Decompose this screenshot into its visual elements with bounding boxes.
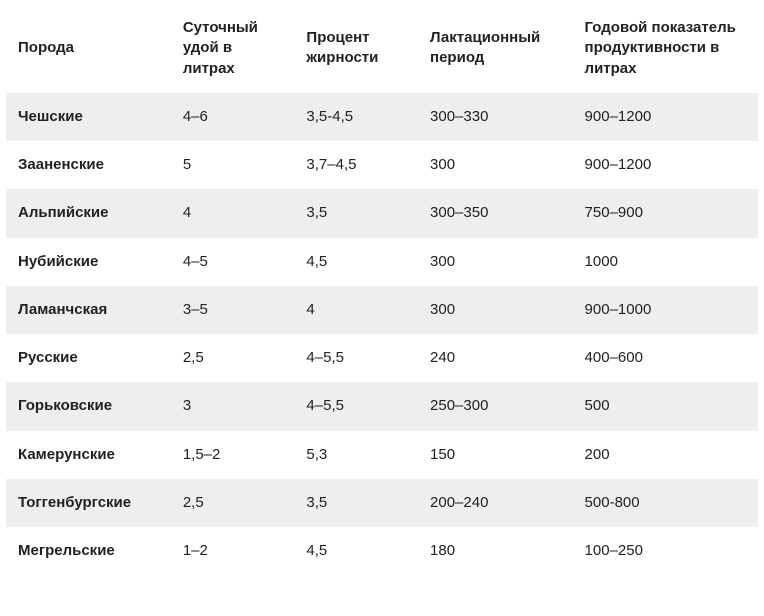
header-annual: Годовой показатель продуктивности в литр…	[573, 4, 758, 93]
cell-lactation: 300	[418, 238, 573, 286]
cell-fat: 4,5	[294, 238, 418, 286]
cell-daily: 3–5	[171, 286, 295, 334]
cell-lactation: 250–300	[418, 382, 573, 430]
table-row: Зааненские 5 3,7–4,5 300 900–1200	[6, 141, 758, 189]
cell-annual: 400–600	[573, 334, 758, 382]
cell-breed: Ламанчская	[6, 286, 171, 334]
cell-fat: 3,5	[294, 479, 418, 527]
cell-daily: 4–6	[171, 93, 295, 141]
cell-fat: 3,5	[294, 189, 418, 237]
cell-lactation: 300	[418, 286, 573, 334]
cell-daily: 1,5–2	[171, 431, 295, 479]
table-row: Мегрельские 1–2 4,5 180 100–250	[6, 527, 758, 575]
cell-breed: Камерунские	[6, 431, 171, 479]
cell-daily: 5	[171, 141, 295, 189]
cell-annual: 750–900	[573, 189, 758, 237]
cell-breed: Зааненские	[6, 141, 171, 189]
cell-fat: 4,5	[294, 527, 418, 575]
cell-lactation: 240	[418, 334, 573, 382]
cell-daily: 2,5	[171, 334, 295, 382]
cell-daily: 3	[171, 382, 295, 430]
table-row: Нубийские 4–5 4,5 300 1000	[6, 238, 758, 286]
cell-annual: 900–1000	[573, 286, 758, 334]
table-row: Горьковские 3 4–5,5 250–300 500	[6, 382, 758, 430]
cell-breed: Горьковские	[6, 382, 171, 430]
table-head: Порода Суточный удой в литрах Процент жи…	[6, 4, 758, 93]
table-row: Чешские 4–6 3,5-4,5 300–330 900–1200	[6, 93, 758, 141]
table-row: Камерунские 1,5–2 5,3 150 200	[6, 431, 758, 479]
cell-annual: 500-800	[573, 479, 758, 527]
table-row: Альпийские 4 3,5 300–350 750–900	[6, 189, 758, 237]
cell-fat: 4	[294, 286, 418, 334]
cell-breed: Нубийские	[6, 238, 171, 286]
breed-productivity-table: Порода Суточный удой в литрах Процент жи…	[6, 4, 758, 575]
cell-annual: 900–1200	[573, 141, 758, 189]
cell-annual: 900–1200	[573, 93, 758, 141]
cell-breed: Чешские	[6, 93, 171, 141]
header-lactation: Лактационный период	[418, 4, 573, 93]
header-row: Порода Суточный удой в литрах Процент жи…	[6, 4, 758, 93]
cell-lactation: 150	[418, 431, 573, 479]
header-breed: Порода	[6, 4, 171, 93]
cell-annual: 500	[573, 382, 758, 430]
cell-fat: 3,5-4,5	[294, 93, 418, 141]
cell-fat: 5,3	[294, 431, 418, 479]
cell-lactation: 300–330	[418, 93, 573, 141]
cell-annual: 1000	[573, 238, 758, 286]
table-row: Ламанчская 3–5 4 300 900–1000	[6, 286, 758, 334]
table-wrapper: Порода Суточный удой в литрах Процент жи…	[0, 0, 764, 585]
header-fat: Процент жирности	[294, 4, 418, 93]
table-body: Чешские 4–6 3,5-4,5 300–330 900–1200 Заа…	[6, 93, 758, 576]
cell-daily: 4–5	[171, 238, 295, 286]
cell-fat: 4–5,5	[294, 334, 418, 382]
cell-annual: 200	[573, 431, 758, 479]
cell-lactation: 180	[418, 527, 573, 575]
cell-breed: Тоггенбургские	[6, 479, 171, 527]
cell-fat: 3,7–4,5	[294, 141, 418, 189]
cell-breed: Альпийские	[6, 189, 171, 237]
header-daily: Суточный удой в литрах	[171, 4, 295, 93]
cell-daily: 4	[171, 189, 295, 237]
cell-daily: 2,5	[171, 479, 295, 527]
cell-lactation: 300	[418, 141, 573, 189]
cell-breed: Русские	[6, 334, 171, 382]
table-row: Тоггенбургские 2,5 3,5 200–240 500-800	[6, 479, 758, 527]
cell-lactation: 200–240	[418, 479, 573, 527]
cell-fat: 4–5,5	[294, 382, 418, 430]
cell-lactation: 300–350	[418, 189, 573, 237]
cell-annual: 100–250	[573, 527, 758, 575]
table-row: Русские 2,5 4–5,5 240 400–600	[6, 334, 758, 382]
cell-daily: 1–2	[171, 527, 295, 575]
cell-breed: Мегрельские	[6, 527, 171, 575]
